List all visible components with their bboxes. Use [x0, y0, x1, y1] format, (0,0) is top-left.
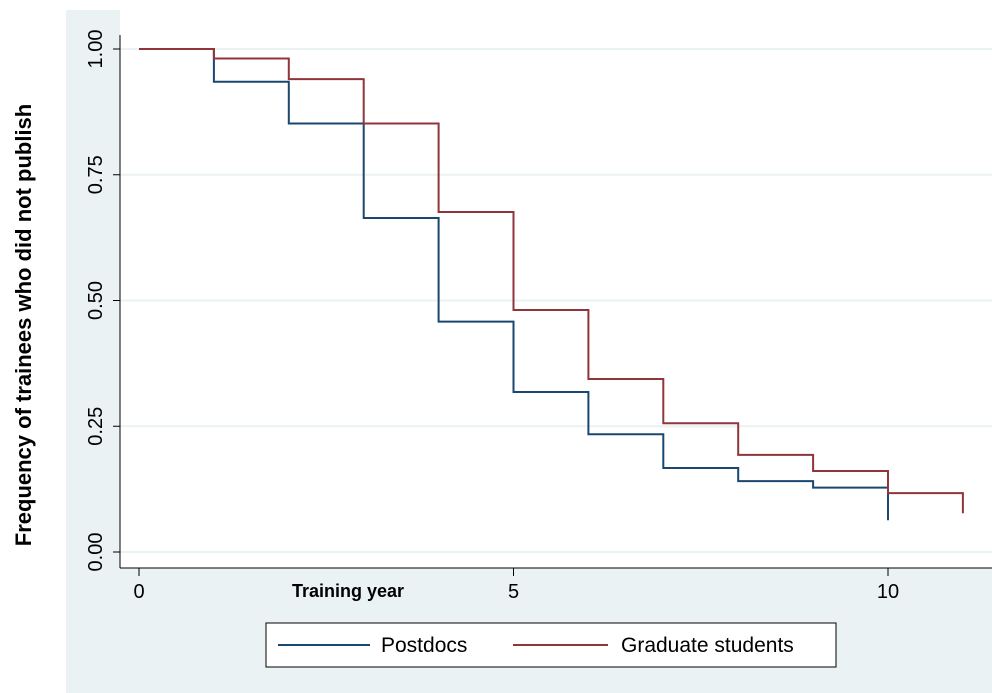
series-layer	[139, 48, 964, 521]
y-tick-label: 0.50	[85, 281, 107, 320]
legend: Postdocs Graduate students	[265, 622, 837, 668]
x-axis: 0 5 10	[120, 567, 992, 603]
legend-label-postdocs: Postdocs	[381, 634, 467, 657]
x-tick-label: 5	[508, 581, 519, 603]
x-tick-label: 10	[877, 581, 899, 603]
x-axis-label: Training year	[292, 581, 404, 601]
y-tick-label: 1.00	[85, 30, 107, 69]
gridlines	[120, 48, 992, 553]
series-line-graduate-students	[139, 48, 964, 514]
x-tick-label: 0	[133, 581, 144, 603]
y-axis-label: Frequency of trainees who did not publis…	[11, 104, 36, 546]
y-axis: 0.00 0.25 0.50 0.75 1.00	[85, 30, 121, 572]
plot-area	[120, 10, 992, 568]
legend-label-graduate-students: Graduate students	[621, 634, 794, 657]
y-tick-label: 0.25	[85, 407, 107, 446]
y-tick-label: 0.00	[85, 533, 107, 572]
series-line-postdocs	[139, 48, 889, 521]
y-tick-label: 0.75	[85, 155, 107, 194]
